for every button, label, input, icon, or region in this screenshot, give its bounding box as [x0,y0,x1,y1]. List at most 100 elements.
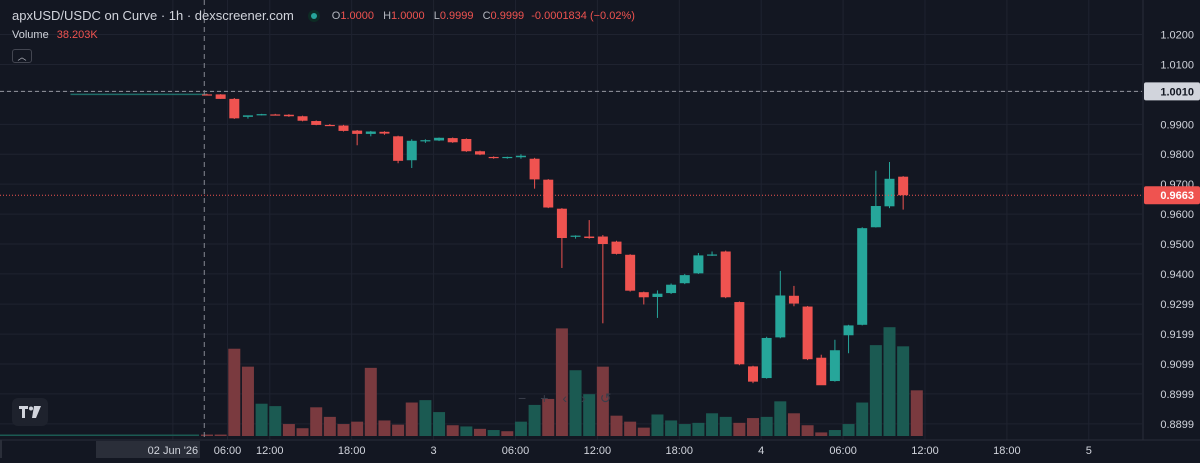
candle-body [406,140,417,161]
time-axis[interactable]: 02 Jun '26 06:00 12:00 18:00 3 06:00 12:00 18:0… [0,439,1200,458]
candle-body [229,98,240,119]
candle-body [597,236,608,245]
price-reference-lines [0,90,1142,196]
candle-body [461,138,472,152]
x-tick-label: 18:00 [993,445,1021,457]
y-tick-label: 1.0200 [1160,30,1194,42]
candle-body [720,251,731,298]
zoom-out-button[interactable]: − [518,390,527,406]
reset-chart-button[interactable]: ↺ [599,390,612,406]
candle-body [311,121,322,125]
price-tag [1144,82,1200,101]
volume-bar [419,400,432,436]
candle-body [843,325,854,336]
x-tick-label: 18:00 [338,445,366,457]
candle-body [816,357,827,386]
low-label: L [433,9,440,22]
scroll-right-button[interactable]: › [581,390,586,406]
candle-body [420,140,431,142]
y-tick-label: 0.9299 [1160,299,1194,311]
candle-body [679,275,690,284]
candle-body [215,94,226,99]
candle-body [584,236,595,239]
volume-bar [296,428,309,436]
x-tick-label: 12:00 [584,445,612,457]
volume-bar [801,425,814,436]
symbol-title[interactable]: apxUSD/USDC on Curve · 1h · dexscreener.… [12,8,294,23]
volume-bar [897,346,910,436]
y-tick-label: 1.0100 [1160,59,1194,71]
candle-body [324,124,335,127]
volume-bar [310,407,323,436]
candle-body [857,228,868,325]
volume-bar [760,416,773,436]
volume-bar [269,406,282,436]
volume-label[interactable]: Volume [12,29,49,41]
volume-bar [351,421,364,436]
volume-bar [869,345,882,436]
volume-bar [433,412,446,436]
ohlc-values: O1.0000 H1.0000 L0.9999 C0.9999 -0.00018… [330,10,639,22]
candle-body [693,255,704,274]
tradingview-logo-icon[interactable] [12,398,48,426]
volume-bar [201,434,213,436]
price-axis[interactable]: 1.02001.01001.00100.99000.98000.97000.96… [1142,0,1200,458]
candle-body [543,179,554,208]
candle-body [379,131,390,134]
volume-bar [528,404,541,436]
volume-bar [241,366,254,436]
volume-bar [514,421,527,436]
scroll-left-button[interactable]: ‹ [562,390,568,406]
volume-bar [392,424,405,436]
x-tick-label: 06:00 [502,445,530,457]
candle-body [393,136,404,161]
volume-bar [364,367,377,436]
low-value: 0.9999 [439,9,474,22]
volume-bar [787,413,800,436]
zoom-in-button[interactable]: + [540,390,549,406]
candle-body [338,125,349,131]
y-tick-label: 0.9400 [1160,269,1194,281]
candle-body [270,114,281,116]
candle-body [898,176,909,196]
y-tick-label: 0.8899 [1160,419,1194,431]
volume-bar [856,402,869,436]
volume-bar [678,424,691,436]
close-value: 0.9999 [490,9,525,22]
open-label: O [331,9,341,22]
volume-bar [337,424,350,436]
candle-body [775,295,786,338]
candle-body [788,295,799,304]
candle-body [829,350,840,382]
y-tick-label: 0.9099 [1160,359,1194,371]
volume-bar [719,416,732,436]
price-candles [202,93,909,386]
candle-body [638,292,649,298]
volume-bar [555,328,568,436]
x-tick-label: 02 Jun '26 [148,445,198,457]
candle-body [202,94,212,96]
live-dot-icon [307,9,320,22]
volume-bar [747,418,759,436]
candle-body [515,155,526,158]
volume-bar [842,424,855,436]
volume-bar [883,327,896,436]
candle-body [297,116,308,121]
x-tick-label: 5 [1086,445,1092,457]
volume-bar [583,394,596,436]
volume-bar [706,413,719,436]
change-value: -0.0001834 (−0.02%) [531,9,635,22]
candle-body [707,254,718,256]
volume-bar [460,426,473,436]
candle-body [870,206,881,228]
collapse-legend-button[interactable]: ︿ [12,49,32,63]
candle-body [434,137,445,141]
y-tick-label: 0.8999 [1160,389,1194,401]
volume-bar [255,403,268,436]
candle-body [365,131,376,134]
y-tick-label: 0.9600 [1160,209,1194,221]
volume-bar [733,422,746,436]
crosshair-time-tag [96,441,200,458]
